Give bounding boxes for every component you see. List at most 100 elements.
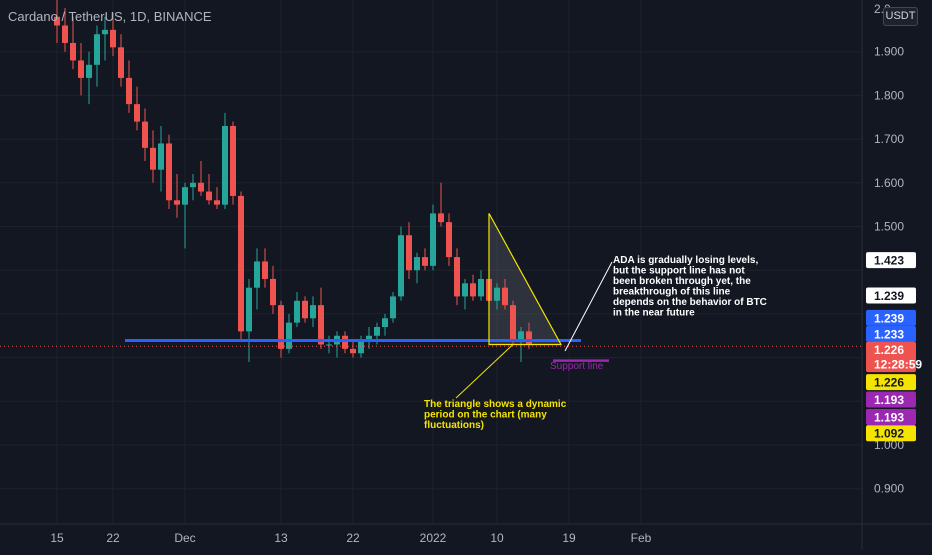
price-label-text: 1.239 — [874, 289, 904, 303]
candle — [222, 112, 228, 210]
candle — [246, 278, 252, 362]
candle — [198, 160, 204, 196]
candle — [382, 313, 388, 336]
price-label: 12:28:59 — [866, 356, 922, 373]
price-label: 1.226 — [866, 374, 916, 391]
candle-body — [238, 195, 244, 332]
candle — [414, 252, 420, 284]
candle-body — [286, 322, 292, 349]
ada-note-line: been broken through yet, the — [613, 276, 751, 287]
candle — [406, 222, 412, 279]
time-tick-label: 10 — [490, 531, 504, 545]
triangle-note-line: The triangle shows a dynamic — [424, 399, 567, 410]
candle — [502, 278, 508, 310]
support-note: Support line — [550, 361, 604, 372]
candle-body — [206, 191, 212, 201]
candle-body — [142, 121, 148, 148]
price-label-text: 1.239 — [874, 311, 904, 325]
price-label-box — [866, 252, 916, 269]
candle-body — [494, 287, 500, 301]
candle — [94, 25, 100, 87]
candle-body — [126, 77, 132, 105]
candle — [318, 287, 324, 349]
candle — [118, 34, 124, 87]
price-tick-label: 1.000 — [874, 438, 904, 452]
candle — [238, 191, 244, 341]
price-label: 1.423 — [866, 252, 916, 269]
candle — [86, 51, 92, 105]
candle-body — [454, 257, 460, 297]
candle — [158, 125, 164, 192]
candle — [182, 182, 188, 249]
price-label-text: 1.423 — [874, 254, 904, 268]
candle — [510, 300, 516, 345]
candle — [494, 283, 500, 310]
candle-body — [414, 257, 420, 271]
symbol-title[interactable]: Cardano / TetherUS, 1D, BINANCE — [8, 9, 212, 24]
candle — [278, 300, 284, 358]
time-tick-label: 22 — [106, 531, 120, 545]
candle — [430, 204, 436, 271]
candle — [390, 292, 396, 323]
price-label-box — [866, 374, 916, 391]
time-axis: 15 22 Dec 13 22 2022 10 19 Feb — [50, 531, 651, 545]
candle — [166, 134, 172, 210]
candle-body — [102, 29, 108, 35]
price-label-text: 12:28:59 — [874, 358, 922, 372]
price-label-box — [866, 287, 916, 304]
candle-body — [510, 305, 516, 341]
price-label-box — [866, 425, 916, 442]
candle — [102, 16, 108, 61]
candle-body — [278, 305, 284, 349]
ada-note-pointer — [564, 261, 613, 352]
candle-body — [270, 278, 276, 306]
candle — [142, 108, 148, 161]
candle-body — [478, 278, 484, 297]
time-tick-label: 2022 — [420, 531, 447, 545]
price-label-text: 1.233 — [874, 328, 904, 342]
candle-body — [310, 305, 316, 319]
candle — [190, 174, 196, 201]
candle-body — [174, 200, 180, 205]
price-tick-label: 1.900 — [874, 45, 904, 59]
price-label: 1.193 — [866, 409, 916, 426]
candle-body — [526, 331, 532, 345]
ada-note-line: but the support line has not — [613, 266, 745, 277]
candle — [422, 248, 428, 271]
price-label-text: 1.092 — [874, 427, 904, 441]
candle-body — [214, 200, 220, 205]
candle-body — [86, 64, 92, 78]
candle — [446, 213, 452, 266]
candle-body — [398, 235, 404, 297]
currency-button[interactable]: USDT — [883, 7, 918, 26]
candle-body — [134, 104, 140, 122]
candle — [462, 278, 468, 310]
price-label-box — [866, 356, 916, 373]
candle-body — [302, 300, 308, 319]
candle — [126, 60, 132, 113]
candle — [454, 248, 460, 306]
candle — [70, 16, 76, 70]
time-tick-label: Feb — [631, 531, 652, 545]
candle-body — [182, 187, 188, 205]
candle — [78, 42, 84, 96]
candle-body — [438, 213, 444, 223]
candle — [262, 248, 268, 288]
triangle-note-line: fluctuations) — [424, 420, 484, 431]
candle — [214, 187, 220, 210]
triangle-note-pointer — [455, 344, 514, 399]
candle-body — [230, 125, 236, 196]
candle — [286, 313, 292, 354]
candle-body — [462, 283, 468, 297]
ada-note: ADA is gradually losing levels,but the s… — [613, 255, 767, 319]
ada-note-line: ADA is gradually losing levels, — [613, 255, 758, 266]
candle — [478, 270, 484, 301]
candle — [270, 265, 276, 314]
candle-body — [62, 25, 68, 43]
candle — [134, 86, 140, 131]
price-tick-label: 1.500 — [874, 220, 904, 234]
candle-body — [422, 257, 428, 266]
price-label: 1.233 — [866, 326, 916, 343]
